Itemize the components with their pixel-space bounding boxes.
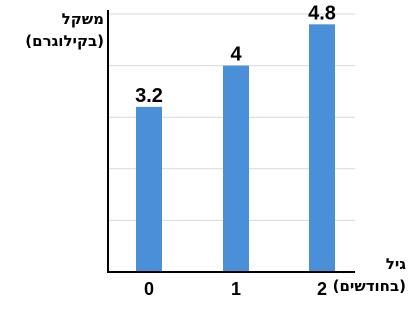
bar-0 [136,106,162,272]
y-axis-title-line2: (בקילוגרם) [25,32,104,50]
x-tick-labels-group: 0 1 2 [144,279,327,299]
x-tick-label-0: 0 [144,279,154,299]
x-axis-title: גיל (בחודשים) [312,253,406,297]
data-labels-group: 3.2 4 4.8 [135,2,336,107]
data-label-2: 4.8 [308,2,336,24]
x-tick-label-2: 2 [317,279,327,299]
bars-group [136,24,335,272]
y-axis-title: משקל (בקילוגרם) [4,8,104,52]
x-axis-title-line1: גיל [385,255,406,273]
x-axis-title-line2: (בחודשים) [332,277,406,295]
y-axis-title-line1: משקל [61,10,104,28]
data-label-1: 4 [230,44,242,66]
data-label-0: 3.2 [135,85,163,107]
x-tick-label-1: 1 [231,279,241,299]
bar-2 [309,24,335,272]
bar-1 [223,65,249,272]
